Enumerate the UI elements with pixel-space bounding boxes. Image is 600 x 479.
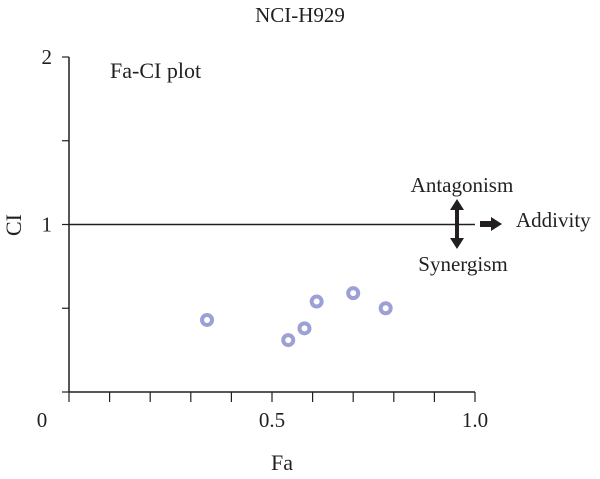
y-tick-label: 1 [42, 213, 53, 237]
chart-title: NCI-H929 [255, 3, 345, 27]
arrow-down-icon [450, 238, 464, 249]
y-tick-labels: 12 [42, 45, 53, 237]
x-tick-label: 0 [37, 408, 48, 432]
data-point [281, 333, 296, 348]
x-tick-label: 0.5 [259, 408, 285, 432]
data-point [297, 321, 312, 336]
x-ticks [68, 392, 476, 402]
x-tick-labels: 0 0.5 1.0 [37, 408, 488, 432]
data-point [309, 294, 324, 309]
y-tick-label: 2 [42, 45, 53, 69]
y-axis-label: CI [1, 214, 26, 236]
x-tick-label: 1.0 [462, 408, 488, 432]
data-points [200, 286, 393, 348]
annotation-arrows [450, 199, 502, 249]
x-axis-label: Fa [271, 450, 293, 475]
data-point [200, 312, 215, 327]
chart-subtitle: Fa-CI plot [110, 58, 201, 83]
synergism-label: Synergism [418, 252, 507, 276]
data-point [346, 286, 361, 301]
antagonism-label: Antagonism [411, 173, 514, 197]
arrow-up-icon [450, 199, 464, 210]
arrow-right-icon [491, 217, 502, 231]
y-ticks [62, 56, 69, 393]
data-point [378, 301, 393, 316]
addivity-label: Addivity [516, 208, 591, 232]
